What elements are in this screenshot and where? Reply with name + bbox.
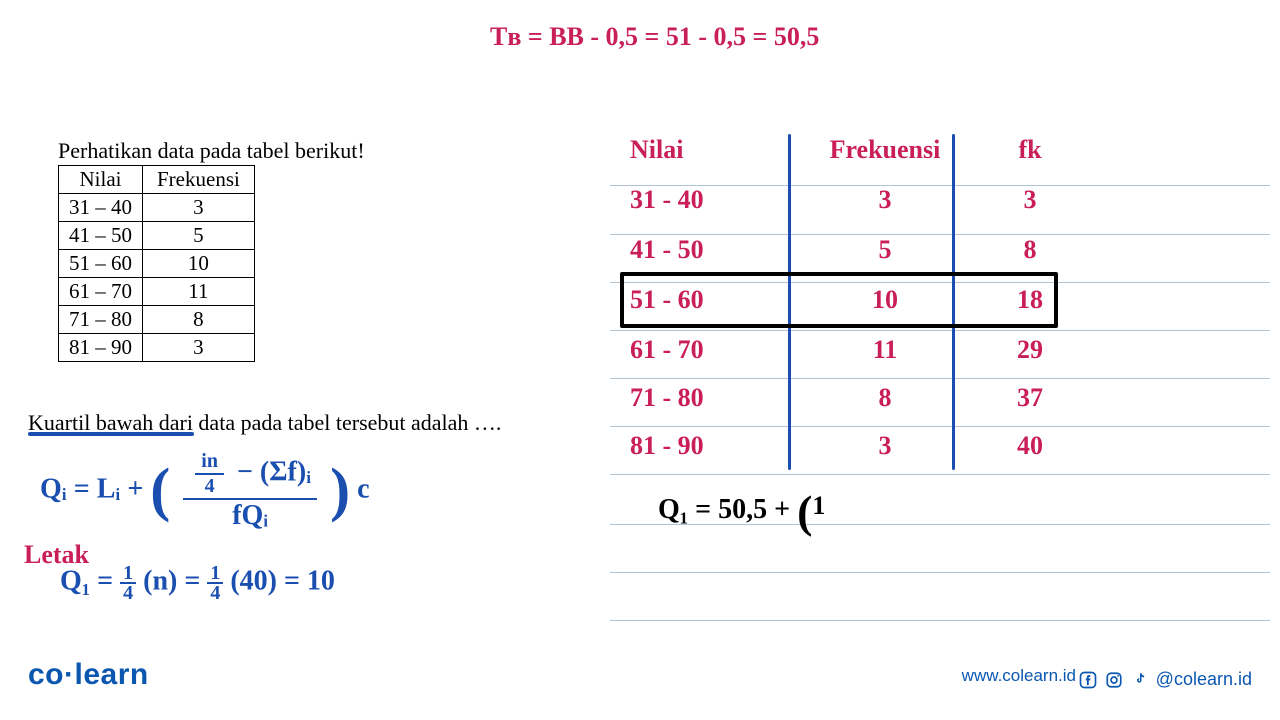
qi-formula: Qᵢ = Lᵢ + ( in 4 − (Σf)ᵢ fQᵢ ) c [40, 450, 370, 532]
footer-site: www.colearn.id [962, 666, 1076, 686]
q1loc-m2: (40) = 10 [230, 565, 335, 596]
rt-row: 41 - 5058 [630, 235, 1140, 265]
q1calc-paren: ( [797, 486, 812, 537]
qi-lhs: Qᵢ = Lᵢ + [40, 473, 143, 504]
problem-title: Perhatikan data pada tabel berikut! [58, 138, 365, 164]
q1f2d: 4 [207, 584, 223, 602]
highlight-box [620, 272, 1058, 328]
pt-r2c0: 51 – 60 [59, 250, 143, 278]
pt-r5c1: 3 [143, 334, 255, 362]
pt-r4c1: 8 [143, 306, 255, 334]
pt-r1c0: 41 – 50 [59, 222, 143, 250]
question-underline [28, 432, 194, 436]
pt-r5c0: 81 – 90 [59, 334, 143, 362]
rh-frek: Frekuensi [800, 135, 970, 165]
rt-nilai: 81 - 90 [630, 431, 800, 461]
rt-fk: 3 [970, 185, 1090, 215]
rh-fk: fk [970, 135, 1090, 165]
rt-row: 61 - 701129 [630, 335, 1140, 365]
pt-r0c0: 31 – 40 [59, 194, 143, 222]
q1-calc: Q₁ = 50,5 + (1 [658, 485, 825, 538]
rparen: ) [330, 456, 350, 522]
pth-frek: Frekuensi [143, 166, 255, 194]
rt-nilai: 71 - 80 [630, 383, 800, 413]
rh-nilai: Nilai [630, 135, 800, 165]
printed-table: Nilai Frekuensi 31 – 403 41 – 505 51 – 6… [58, 165, 255, 362]
brand-logo: co·learn [28, 658, 149, 692]
rt-f: 5 [800, 235, 970, 265]
qi-den: fQᵢ [183, 500, 317, 532]
qi-4: 4 [195, 475, 224, 498]
pt-r4c0: 71 – 80 [59, 306, 143, 334]
tiktok-icon [1130, 670, 1150, 690]
q1f1n: 1 [120, 564, 136, 584]
pt-r1c1: 5 [143, 222, 255, 250]
rt-f: 8 [800, 383, 970, 413]
rt-nilai: 61 - 70 [630, 335, 800, 365]
rt-nilai: 41 - 50 [630, 235, 800, 265]
question-text: Kuartil bawah dari data pada tabel terse… [28, 410, 501, 442]
q1f1d: 4 [120, 584, 136, 602]
ruled-line [610, 378, 1270, 379]
rt-fk: 8 [970, 235, 1090, 265]
rt-nilai: 31 - 40 [630, 185, 800, 215]
footer-handle: @colearn.id [1156, 669, 1252, 690]
pt-r2c1: 10 [143, 250, 255, 278]
ruled-line [610, 474, 1270, 475]
q1f2n: 1 [207, 564, 223, 584]
rt-row: 31 - 4033 [630, 185, 1140, 215]
top-formula: Tʙ = BB - 0,5 = 51 - 0,5 = 50,5 [490, 22, 819, 52]
footer-social: @colearn.id [1078, 669, 1252, 690]
pt-r3c0: 61 – 70 [59, 278, 143, 306]
rt-f: 3 [800, 431, 970, 461]
q1loc-lhs: Q₁ = [60, 565, 113, 596]
ruled-line [610, 330, 1270, 331]
lparen: ( [150, 456, 170, 522]
q1calc-text: Q₁ = 50,5 + [658, 494, 790, 525]
facebook-icon [1078, 670, 1098, 690]
ruled-line [610, 426, 1270, 427]
q1-location: Q₁ = 14 (n) = 14 (40) = 10 [60, 564, 335, 602]
rt-fk: 40 [970, 431, 1090, 461]
qi-minus: − (Σf)ᵢ [237, 456, 311, 487]
instagram-icon [1104, 670, 1124, 690]
qi-c: c [357, 473, 369, 504]
rt-row: 81 - 90340 [630, 431, 1140, 461]
rt-row: 71 - 80837 [630, 383, 1140, 413]
pth-nilai: Nilai [59, 166, 143, 194]
pt-r0c1: 3 [143, 194, 255, 222]
ruled-line [610, 572, 1270, 573]
rt-fk: 37 [970, 383, 1090, 413]
rt-f: 3 [800, 185, 970, 215]
ruled-line [610, 620, 1270, 621]
rt-fk: 29 [970, 335, 1090, 365]
qi-in: in [195, 450, 224, 475]
qi-bigfrac: in 4 − (Σf)ᵢ fQᵢ [183, 450, 317, 532]
pt-r3c1: 11 [143, 278, 255, 306]
rt-f: 11 [800, 335, 970, 365]
q1loc-m1: (n) = [143, 565, 200, 596]
